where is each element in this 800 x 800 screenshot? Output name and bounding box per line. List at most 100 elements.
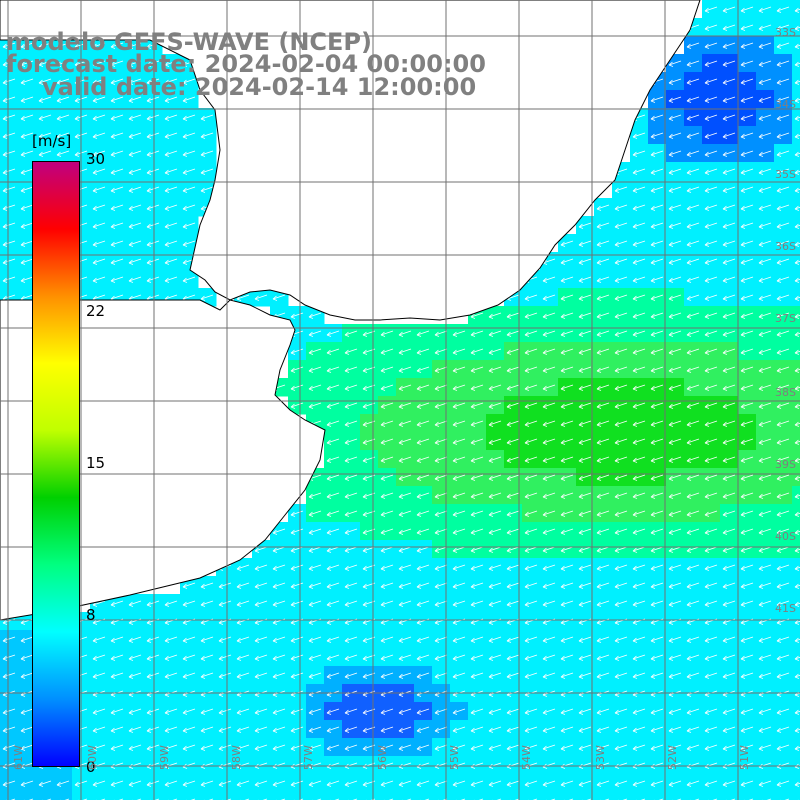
wind-arrow [164, 276, 178, 282]
wind-arrow [794, 152, 800, 156]
wind-arrow-head [632, 424, 638, 427]
wind-arrow-head [308, 367, 313, 372]
wind-arrow [686, 42, 700, 48]
wind-arrow-head [200, 172, 206, 175]
wind-arrow [506, 420, 520, 426]
wind-arrow-head [524, 424, 530, 427]
wind-arrow-head [416, 388, 422, 391]
wind-arrow [2, 132, 16, 138]
wind-arrow [200, 114, 214, 120]
wind-arrow [578, 312, 592, 318]
wind-arrow-head [182, 118, 188, 121]
wind-arrow-head [704, 100, 710, 103]
wind-arrow-head [614, 367, 619, 372]
wind-arrow-head [326, 331, 331, 336]
wind-arrow [524, 312, 538, 318]
wind-arrow-head [668, 262, 674, 265]
wind-arrow-head [164, 64, 170, 67]
wind-arrow-head [794, 28, 800, 31]
wind-arrow-head [542, 403, 547, 408]
wind-arrow-head [560, 424, 566, 427]
wind-arrow-head [20, 226, 26, 229]
wind-arrow-head [704, 187, 709, 192]
wind-arrow-head [326, 352, 332, 355]
wind-arrow-head [758, 7, 763, 12]
wind-arrow-head [722, 295, 727, 300]
wind-arrow-head [524, 370, 530, 373]
wind-arrow [434, 402, 448, 408]
wind-arrow-head [704, 154, 710, 157]
wind-arrow [704, 42, 718, 48]
wind-arrow-head [794, 46, 800, 49]
wind-arrow-head [596, 313, 601, 318]
wind-arrow-head [398, 442, 404, 445]
wind-arrow-head [344, 406, 350, 409]
wind-arrow-head [2, 115, 7, 120]
wind-arrow [722, 294, 736, 300]
wind-arrow [290, 366, 304, 372]
wind-arrow-head [650, 208, 656, 211]
wind-arrow [668, 348, 682, 354]
wind-arrow-head [740, 298, 746, 301]
wind-arrow [758, 222, 772, 228]
wind-arrow-head [110, 82, 116, 85]
wind-arrow [110, 42, 124, 48]
wind-arrow [506, 366, 520, 372]
wind-arrow [542, 366, 556, 372]
wind-arrow-head [38, 61, 43, 66]
wind-arrow-head [74, 100, 80, 103]
wind-arrow-head [470, 421, 475, 426]
wind-arrow-head [110, 100, 116, 103]
wind-arrow-head [110, 79, 115, 84]
wind-arrow-head [686, 187, 691, 192]
wind-arrow [488, 312, 502, 318]
wind-arrow [20, 96, 34, 102]
wind-arrow-head [794, 154, 800, 157]
wind-arrow-head [794, 169, 799, 174]
wind-arrow-head [362, 406, 368, 409]
wind-arrow [686, 312, 700, 318]
wind-arrow [776, 114, 790, 120]
wind-arrow-head [182, 187, 187, 192]
wind-arrow [650, 222, 664, 228]
wind-arrow-head [182, 172, 188, 175]
wind-arrow-head [722, 226, 728, 229]
wind-arrow-head [128, 280, 134, 283]
wind-arrow-head [146, 226, 152, 229]
wind-arrow-head [542, 424, 548, 427]
wind-arrow-head [722, 61, 727, 66]
wind-arrow-head [362, 370, 368, 373]
wind-arrow-head [686, 277, 691, 282]
wind-arrow-head [794, 349, 799, 354]
wind-arrow-head [524, 349, 529, 354]
wind-arrow-head [416, 349, 421, 354]
wind-arrow-head [704, 385, 709, 390]
ocean-cell [792, 432, 800, 451]
wind-arrow [632, 168, 646, 174]
wind-arrow-head [794, 421, 799, 426]
wind-arrow-head [560, 262, 566, 265]
wind-arrow-head [488, 352, 494, 355]
wind-arrow-head [416, 439, 421, 444]
wind-arrow-head [344, 439, 349, 444]
wind-arrow-head [182, 280, 188, 283]
wind-arrow-head [668, 241, 673, 246]
wind-arrow-head [380, 370, 386, 373]
wind-arrow-head [146, 154, 152, 157]
wind-arrow-head [776, 388, 782, 391]
wind-arrow-head [578, 316, 584, 319]
wind-arrow-head [146, 100, 152, 103]
wind-arrow [596, 258, 610, 264]
wind-arrow [20, 222, 34, 228]
wind-arrow-head [758, 133, 763, 138]
wind-arrow-head [740, 169, 745, 174]
wind-arrow-head [452, 421, 457, 426]
wind-arrow-head [560, 298, 566, 301]
wind-arrow-head [668, 334, 674, 337]
wind-arrow-head [272, 295, 277, 300]
wind-arrow-head [740, 262, 746, 265]
wind-arrow-head [794, 136, 800, 139]
wind-arrow [452, 366, 466, 372]
wind-arrow [92, 150, 106, 156]
wind-arrow-head [722, 79, 727, 84]
